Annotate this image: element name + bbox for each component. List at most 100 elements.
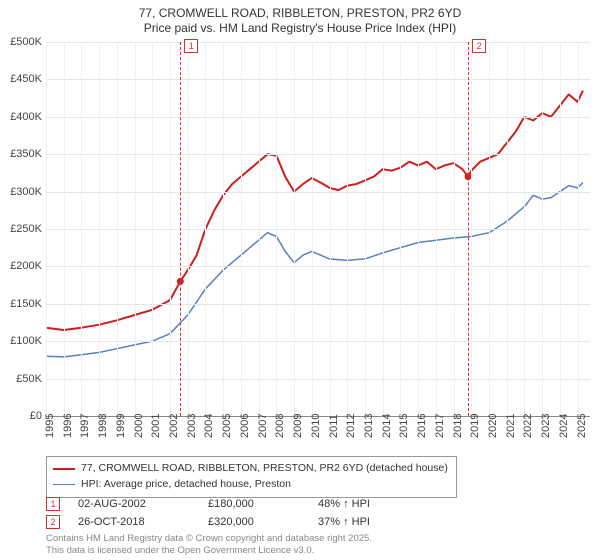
y-gridline [46, 79, 590, 80]
title-line-1: 77, CROMWELL ROAD, RIBBLETON, PRESTON, P… [0, 6, 600, 21]
x-gridline [489, 42, 490, 416]
x-tick-label: 1999 [115, 414, 127, 438]
legend-item: 77, CROMWELL ROAD, RIBBLETON, PRESTON, P… [53, 461, 448, 477]
x-gridline [276, 42, 277, 416]
x-tick-label: 2019 [469, 414, 481, 438]
x-gridline [454, 42, 455, 416]
annotation-diff: 48% ↑ HPI [318, 498, 428, 510]
y-tick-label: £200K [0, 260, 42, 272]
x-gridline [294, 42, 295, 416]
x-tick-label: 1997 [79, 414, 91, 438]
x-gridline [542, 42, 543, 416]
annotation-price: £180,000 [208, 498, 318, 510]
plot-area: £0£50K£100K£150K£200K£250K£300K£350K£400… [46, 42, 590, 417]
x-tick-label: 2004 [203, 414, 215, 438]
x-tick-label: 2013 [363, 414, 375, 438]
x-gridline [507, 42, 508, 416]
x-tick-label: 2020 [487, 414, 499, 438]
y-gridline [46, 341, 590, 342]
x-tick-label: 2011 [328, 414, 340, 438]
x-gridline [436, 42, 437, 416]
x-tick-label: 2005 [221, 414, 233, 438]
x-tick-label: 2003 [186, 414, 198, 438]
x-gridline [152, 42, 153, 416]
annotation-table: 1 02-AUG-2002 £180,000 48% ↑ HPI 2 26-OC… [46, 495, 428, 531]
y-tick-label: £400K [0, 111, 42, 123]
x-tick-label: 2000 [133, 414, 145, 438]
x-gridline [347, 42, 348, 416]
y-gridline [46, 117, 590, 118]
x-gridline [46, 42, 47, 416]
y-gridline [46, 42, 590, 43]
legend-item: HPI: Average price, detached house, Pres… [53, 477, 448, 493]
y-tick-label: £150K [0, 298, 42, 310]
x-gridline [400, 42, 401, 416]
footer-line: Contains HM Land Registry data © Crown c… [46, 533, 372, 544]
title-line-2: Price paid vs. HM Land Registry's House … [0, 21, 600, 36]
y-tick-label: £450K [0, 73, 42, 85]
annotation-diff: 37% ↑ HPI [318, 516, 428, 528]
legend-label: 77, CROMWELL ROAD, RIBBLETON, PRESTON, P… [81, 461, 448, 477]
x-gridline [330, 42, 331, 416]
x-tick-label: 2024 [558, 414, 570, 438]
x-tick-label: 2012 [345, 414, 357, 438]
y-tick-label: £250K [0, 223, 42, 235]
sale-marker-badge: 1 [184, 39, 198, 53]
x-gridline [223, 42, 224, 416]
annotation-row: 2 26-OCT-2018 £320,000 37% ↑ HPI [46, 513, 428, 531]
x-tick-label: 2016 [416, 414, 428, 438]
x-tick-label: 2017 [434, 414, 446, 438]
attribution-footer: Contains HM Land Registry data © Crown c… [46, 533, 372, 556]
x-tick-label: 2001 [150, 414, 162, 438]
x-tick-label: 1995 [44, 414, 56, 438]
x-tick-label: 2008 [274, 414, 286, 438]
legend-swatch [53, 468, 75, 470]
y-gridline [46, 266, 590, 267]
legend: 77, CROMWELL ROAD, RIBBLETON, PRESTON, P… [46, 456, 457, 498]
y-tick-label: £350K [0, 148, 42, 160]
x-tick-label: 2010 [310, 414, 322, 438]
x-gridline [524, 42, 525, 416]
x-tick-label: 2025 [576, 414, 588, 438]
x-tick-label: 2006 [239, 414, 251, 438]
legend-swatch [53, 484, 75, 485]
annotation-badge: 2 [46, 515, 60, 529]
x-gridline [188, 42, 189, 416]
series-line-price_paid [46, 91, 583, 330]
x-gridline [135, 42, 136, 416]
y-tick-label: £500K [0, 36, 42, 48]
y-tick-label: £100K [0, 335, 42, 347]
y-gridline [46, 379, 590, 380]
chart-container: 77, CROMWELL ROAD, RIBBLETON, PRESTON, P… [0, 0, 600, 560]
x-tick-label: 2014 [381, 414, 393, 438]
x-tick-label: 2021 [505, 414, 517, 438]
y-gridline [46, 229, 590, 230]
x-gridline [418, 42, 419, 416]
x-gridline [205, 42, 206, 416]
x-gridline [170, 42, 171, 416]
legend-label: HPI: Average price, detached house, Pres… [81, 477, 291, 493]
x-gridline [312, 42, 313, 416]
x-gridline [241, 42, 242, 416]
series-line-hpi [46, 183, 583, 357]
annotation-badge: 1 [46, 497, 60, 511]
y-gridline [46, 192, 590, 193]
x-tick-label: 2015 [398, 414, 410, 438]
x-gridline [259, 42, 260, 416]
x-tick-label: 2018 [452, 414, 464, 438]
x-tick-label: 2022 [522, 414, 534, 438]
footer-line: This data is licensed under the Open Gov… [46, 545, 372, 556]
y-gridline [46, 154, 590, 155]
sale-marker-badge: 2 [472, 39, 486, 53]
annotation-price: £320,000 [208, 516, 318, 528]
x-gridline [383, 42, 384, 416]
sale-marker-line [180, 42, 181, 416]
y-tick-label: £300K [0, 186, 42, 198]
x-tick-label: 1998 [97, 414, 109, 438]
y-tick-label: £50K [0, 373, 42, 385]
sale-marker-line [468, 42, 469, 416]
x-tick-label: 2009 [292, 414, 304, 438]
x-gridline [64, 42, 65, 416]
x-gridline [365, 42, 366, 416]
annotation-date: 26-OCT-2018 [78, 516, 208, 528]
